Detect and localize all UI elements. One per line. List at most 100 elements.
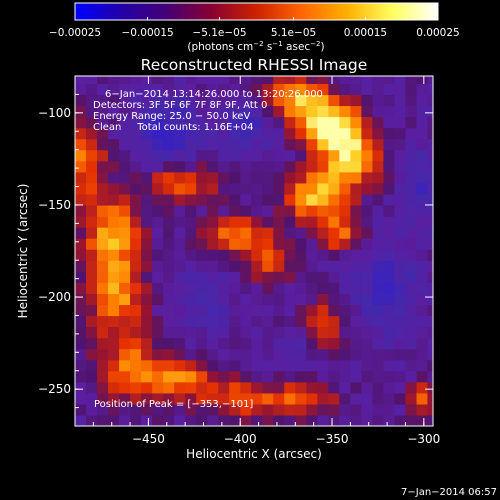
heatmap-cell xyxy=(196,193,208,206)
heatmap-cell xyxy=(130,403,142,416)
heatmap-cell xyxy=(328,271,340,283)
heatmap-cell xyxy=(152,149,164,162)
heatmap-cell xyxy=(196,116,208,129)
heatmap-cell xyxy=(317,271,329,283)
heatmap-cell xyxy=(174,414,186,426)
heatmap-cell xyxy=(119,76,131,84)
heatmap-cell xyxy=(328,216,340,228)
heatmap-cell xyxy=(207,392,219,405)
heatmap-cell xyxy=(427,337,433,350)
heatmap-cell xyxy=(372,326,385,339)
heatmap-cell xyxy=(174,138,186,151)
heatmap-cell xyxy=(339,370,351,383)
heatmap-cell xyxy=(218,204,230,217)
heatmap-cell xyxy=(405,127,418,140)
heatmap-cell xyxy=(295,182,307,195)
heatmap-cell xyxy=(383,83,396,96)
heatmap-cell xyxy=(328,403,340,416)
heatmap-cell xyxy=(284,138,296,151)
heatmap-cell xyxy=(405,182,418,195)
heatmap-cell xyxy=(97,216,109,228)
heatmap-cell xyxy=(328,260,340,272)
heatmap-cell xyxy=(306,204,318,217)
heatmap-cell xyxy=(229,370,241,383)
heatmap-cell xyxy=(273,149,285,162)
heatmap-cell xyxy=(361,293,374,306)
colorbar-bar xyxy=(74,2,439,21)
heatmap-cell xyxy=(196,293,208,306)
heatmap-cell xyxy=(240,127,252,140)
heatmap-cell xyxy=(339,359,351,372)
heatmap-cell xyxy=(218,227,230,239)
heatmap-cell xyxy=(152,359,164,372)
heatmap-cell xyxy=(317,216,329,228)
heatmap-cell xyxy=(174,171,186,184)
heatmap-cell xyxy=(251,138,263,151)
heatmap-cell xyxy=(207,304,219,317)
heatmap-cell xyxy=(372,282,385,294)
heatmap-cell xyxy=(207,138,219,151)
heatmap-cell xyxy=(108,293,120,306)
heatmap-cell xyxy=(328,227,340,239)
heatmap-cell xyxy=(119,182,131,195)
heatmap-cell xyxy=(416,171,429,184)
heatmap-cell xyxy=(416,116,429,129)
heatmap-cell xyxy=(295,138,307,151)
heatmap-cell xyxy=(350,359,362,372)
heatmap-cell xyxy=(361,127,374,140)
heatmap-cell xyxy=(196,381,208,394)
heatmap-cell xyxy=(339,414,351,426)
heatmap-cell xyxy=(317,76,329,84)
heatmap-cell xyxy=(218,138,230,151)
heatmap-cell xyxy=(185,227,197,239)
heatmap-cell xyxy=(317,238,329,250)
heatmap-cell xyxy=(372,182,385,195)
heatmap-cell xyxy=(97,326,109,339)
heatmap-cell xyxy=(372,227,385,239)
heatmap-cell xyxy=(108,403,120,416)
heatmap-cell xyxy=(383,414,396,426)
heatmap-cell xyxy=(284,127,296,140)
heatmap-cell xyxy=(152,249,164,261)
heatmap-cell xyxy=(306,149,318,162)
heatmap-cell xyxy=(328,392,340,405)
heatmap-cell xyxy=(383,216,396,228)
heatmap-cell xyxy=(185,116,197,129)
heatmap-cell xyxy=(405,105,418,118)
heatmap-cell xyxy=(339,271,351,283)
heatmap-cell xyxy=(97,193,109,206)
heatmap-cell xyxy=(317,249,329,261)
heatmap-cell xyxy=(262,204,274,217)
heatmap-cell xyxy=(317,381,329,394)
heatmap-cell xyxy=(229,315,241,328)
heatmap-cell xyxy=(119,216,131,228)
heatmap-cell xyxy=(152,127,164,140)
heatmap-cell xyxy=(427,260,433,272)
heatmap-cell xyxy=(218,271,230,283)
heatmap-cell xyxy=(141,392,153,405)
heatmap-cell xyxy=(196,138,208,151)
heatmap-cell xyxy=(196,149,208,162)
heatmap-cell xyxy=(328,370,340,383)
heatmap-cell xyxy=(339,348,351,361)
heatmap-cell xyxy=(262,403,274,416)
heatmap-cell xyxy=(196,238,208,250)
heatmap-cell xyxy=(328,326,340,339)
heatmap-cell xyxy=(174,116,186,129)
heatmap-cell xyxy=(339,171,351,184)
heatmap-cell xyxy=(350,249,362,261)
heatmap-cell xyxy=(306,359,318,372)
heatmap-cell xyxy=(273,238,285,250)
heatmap-cell xyxy=(240,260,252,272)
colorbar-tick-label: −0.00025 xyxy=(49,27,101,39)
heatmap-cell xyxy=(86,127,98,140)
heatmap-cell xyxy=(174,94,186,107)
heatmap-cell xyxy=(75,249,87,261)
heatmap-cell xyxy=(163,326,175,339)
heatmap-cell xyxy=(262,326,274,339)
heatmap-cell xyxy=(119,337,131,350)
heatmap-cell xyxy=(273,348,285,361)
heatmap-cell xyxy=(207,227,219,239)
heatmap-cell xyxy=(207,381,219,394)
heatmap-cell xyxy=(251,116,263,129)
